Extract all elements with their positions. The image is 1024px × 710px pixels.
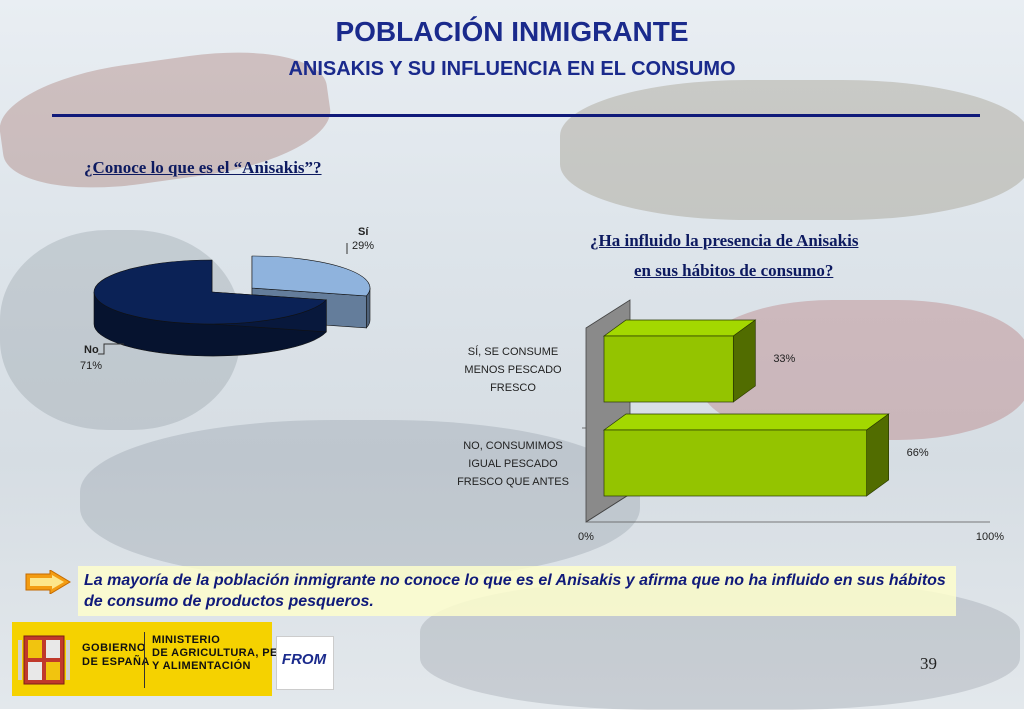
pie-value-no: 71%: [80, 360, 102, 372]
bg-shape: [560, 80, 1024, 220]
bar-category-label-1: IGUAL PESCADO: [468, 458, 558, 470]
bar-value-label-1: 66%: [907, 447, 929, 459]
question-2-line1: ¿Ha influido la presencia de Anisakis: [590, 231, 859, 250]
pie-slice-1: [93, 259, 327, 325]
bar-1: [603, 429, 867, 497]
gobierno-text: GOBIERNO DE ESPAÑA: [82, 641, 150, 669]
x-tick-label-1: 100%: [976, 531, 1004, 543]
title-divider: [52, 114, 980, 117]
pie-slice-0: [251, 255, 371, 297]
from-logo: [276, 636, 334, 690]
bar-category-label-0: FRESCO: [490, 382, 536, 394]
bar-category-label-1: FRESCO QUE ANTES: [457, 476, 569, 488]
ministerio-text: MINISTERIO DE AGRICULTURA, PESCA Y ALIME…: [152, 634, 302, 673]
bar-floor-edge: [585, 493, 631, 523]
ministerio-line3: Y ALIMENTACIÓN: [152, 660, 251, 672]
ministerio-line2: DE AGRICULTURA, PESCA: [152, 647, 303, 659]
question-2-line2: en sus hábitos de consumo?: [634, 261, 834, 280]
arrow-icon: [25, 570, 71, 594]
bg-shape: [80, 420, 640, 580]
ministerio-line1: MINISTERIO: [152, 634, 221, 646]
summary-box: [78, 566, 956, 616]
footer-separator: [144, 632, 145, 688]
pie-leader-no: [98, 343, 124, 355]
pie-value-si: 29%: [352, 240, 374, 252]
from-logo-text: FROM: [281, 651, 327, 668]
bar-value-label-0: 33%: [773, 353, 795, 365]
bar-0: [603, 335, 734, 403]
bar-category-label-1: NO, CONSUMIMOS: [463, 440, 563, 452]
bar-category-label-0: SÍ, SE CONSUME: [468, 345, 558, 358]
x-tick-label-0: 0%: [578, 531, 594, 543]
pie-label-si: Sí: [358, 226, 369, 238]
bar-category-label-0: MENOS PESCADO: [464, 364, 562, 376]
question-1: ¿Conoce lo que es el “Anisakis”?: [84, 158, 322, 177]
page-subtitle: ANISAKIS Y SU INFLUENCIA EN EL CONSUMO: [288, 58, 736, 80]
gobierno-line1: GOBIERNO: [82, 642, 146, 654]
summary-text: La mayoría de la población inmigrante no…: [84, 572, 946, 610]
pie-label-no: No: [84, 344, 99, 356]
page-title: POBLACIÓN INMIGRANTE: [335, 16, 689, 47]
gobierno-line2: DE ESPAÑA: [82, 656, 150, 668]
page-number: 39: [920, 654, 937, 673]
